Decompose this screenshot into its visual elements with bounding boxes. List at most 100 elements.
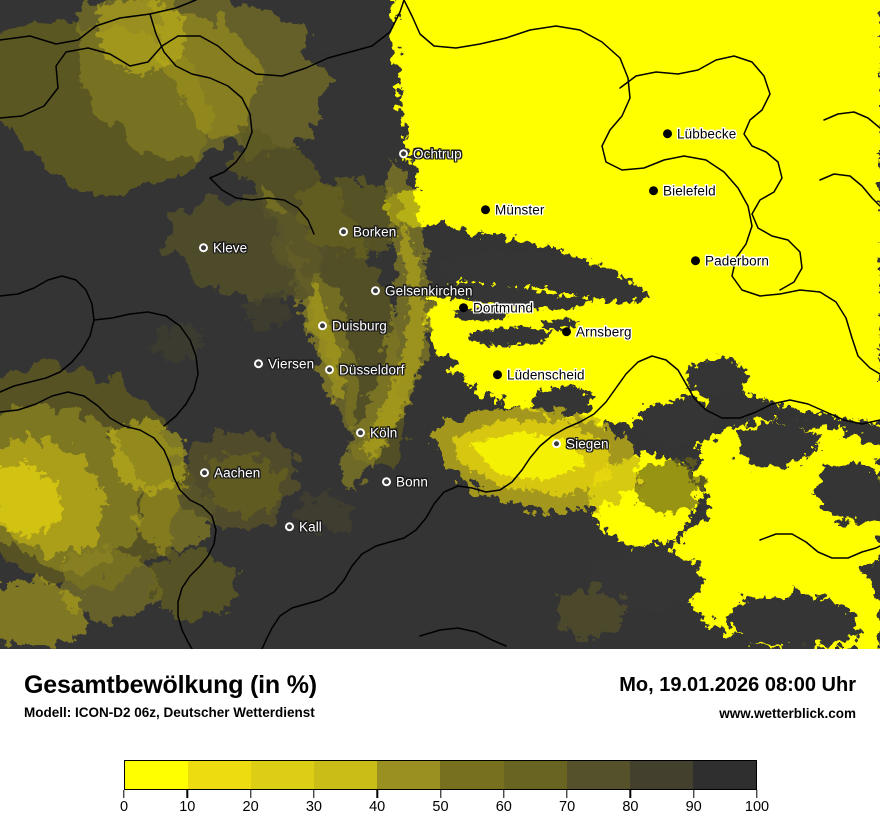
colorbar-tick — [692, 790, 695, 798]
city-dot-icon — [459, 303, 468, 313]
city-marker-gelsenkirchen[interactable]: Gelsenkirchen — [371, 284, 473, 298]
colorbar-tick-label: 10 — [179, 799, 196, 815]
colorbar-swatch-50-60 — [440, 761, 504, 789]
city-dot-icon — [562, 327, 571, 337]
city-label: Gelsenkirchen — [385, 283, 473, 299]
city-label: Lüdenscheid — [507, 367, 585, 383]
colorbar-tick-label: 0 — [119, 799, 129, 815]
colorbar-tick — [503, 790, 505, 798]
city-dot-icon — [663, 129, 672, 139]
city-label: Dortmund — [473, 300, 534, 316]
city-dot-icon — [285, 522, 294, 532]
city-marker-koeln[interactable]: Köln — [356, 426, 397, 440]
city-dot-icon — [481, 205, 490, 215]
colorbar-gradient — [124, 760, 757, 790]
city-dot-icon — [399, 149, 408, 159]
colorbar-swatch-70-80 — [566, 761, 630, 789]
city-marker-bonn[interactable]: Bonn — [382, 475, 428, 489]
city-label: Bielefeld — [663, 183, 716, 199]
city-dot-icon — [325, 365, 334, 375]
city-dot-icon — [254, 359, 263, 369]
city-marker-viersen[interactable]: Viersen — [254, 357, 314, 371]
city-marker-luebbecke[interactable]: Lübbecke — [663, 127, 736, 141]
colorbar-tick — [376, 790, 378, 798]
page-title: Gesamtbewölkung (in %) — [24, 671, 317, 699]
map-footer: Gesamtbewölkung (in %) Modell: ICON-D2 0… — [0, 649, 880, 830]
city-label: Kall — [299, 519, 322, 535]
city-marker-borken[interactable]: Borken — [339, 225, 396, 239]
city-label: Paderborn — [705, 253, 769, 269]
city-label: Köln — [370, 425, 398, 441]
colorbar-swatch-20-30 — [251, 761, 315, 789]
city-dot-icon — [356, 428, 365, 438]
model-subtitle: Modell: ICON-D2 06z, Deutscher Wetterdie… — [24, 705, 315, 720]
colorbar-tick-label: 100 — [744, 799, 770, 815]
city-marker-ochtrup[interactable]: Ochtrup — [399, 147, 462, 161]
colorbar-swatch-10-20 — [188, 761, 252, 789]
city-dot-icon — [200, 468, 209, 478]
city-marker-dortmund[interactable]: Dortmund — [459, 301, 533, 315]
city-label: Lübbecke — [677, 126, 737, 142]
administrative-borders — [0, 0, 880, 649]
city-dot-icon — [382, 477, 391, 487]
city-label: Düsseldorf — [339, 362, 405, 378]
colorbar-tick-label: 90 — [685, 799, 702, 815]
colorbar: 0 10 20 30 40 50 60 70 80 90 100 — [120, 760, 769, 818]
colorbar-tick-label: 60 — [495, 799, 512, 815]
city-label: Bonn — [396, 474, 428, 490]
city-label: Ochtrup — [413, 146, 462, 162]
colorbar-tick-label: 20 — [242, 799, 259, 815]
colorbar-ticks — [123, 790, 758, 798]
colorbar-swatch-80-90 — [629, 761, 693, 789]
meta-block: Mo, 19.01.2026 08:00 Uhr www.wetterblick… — [619, 673, 856, 722]
city-label: Aachen — [214, 465, 261, 481]
colorbar-swatch-90-100 — [692, 761, 756, 789]
city-dot-icon — [493, 370, 502, 380]
city-marker-kleve[interactable]: Kleve — [199, 241, 247, 255]
map-raster-layer — [0, 0, 880, 649]
valid-time-label: Mo, 19.01.2026 08:00 Uhr — [619, 674, 856, 696]
colorbar-tick-label: 50 — [432, 799, 449, 815]
colorbar-tick-label: 30 — [305, 799, 322, 815]
city-marker-duisburg[interactable]: Duisburg — [318, 319, 387, 333]
colorbar-swatch-60-70 — [503, 761, 567, 789]
colorbar-tick — [566, 790, 568, 798]
city-dot-icon — [199, 243, 208, 253]
city-label: Kleve — [213, 240, 248, 256]
city-dot-icon — [552, 439, 561, 449]
colorbar-tick — [439, 790, 442, 798]
colorbar-tick — [123, 790, 125, 798]
city-label: Viersen — [268, 356, 315, 372]
cloud-cover-map[interactable]: Ochtrup Lübbecke Bielefeld Münster Borke… — [0, 0, 880, 649]
city-marker-muenster[interactable]: Münster — [481, 203, 544, 217]
city-dot-icon — [649, 186, 658, 196]
city-label: Duisburg — [332, 318, 387, 334]
city-marker-paderborn[interactable]: Paderborn — [691, 254, 769, 268]
city-dot-icon — [318, 321, 327, 331]
title-block: Gesamtbewölkung (in %) Modell: ICON-D2 0… — [24, 671, 317, 721]
city-dot-icon — [339, 227, 348, 237]
colorbar-tick-label: 80 — [622, 799, 639, 815]
city-marker-arnsberg[interactable]: Arnsberg — [562, 325, 632, 339]
city-label: Siegen — [566, 436, 609, 452]
colorbar-swatch-0-10 — [125, 761, 189, 789]
colorbar-swatch-40-50 — [377, 761, 441, 789]
city-marker-luedenscheid[interactable]: Lüdenscheid — [493, 368, 585, 382]
colorbar-tick — [313, 790, 315, 798]
city-label: Arnsberg — [576, 324, 632, 340]
city-dot-icon — [691, 256, 700, 266]
colorbar-tick — [186, 790, 188, 798]
city-label: Münster — [495, 202, 545, 218]
city-marker-duesseldorf[interactable]: Düsseldorf — [325, 363, 405, 377]
city-marker-aachen[interactable]: Aachen — [200, 466, 260, 480]
colorbar-tick — [756, 790, 758, 798]
city-marker-siegen[interactable]: Siegen — [552, 437, 609, 451]
colorbar-swatch-30-40 — [314, 761, 378, 789]
site-url-label: www.wetterblick.com — [719, 706, 856, 721]
city-label: Borken — [353, 224, 397, 240]
colorbar-tick-label: 70 — [559, 799, 576, 815]
city-dot-icon — [371, 286, 380, 296]
city-marker-bielefeld[interactable]: Bielefeld — [649, 184, 716, 198]
city-marker-kall[interactable]: Kall — [285, 520, 322, 534]
